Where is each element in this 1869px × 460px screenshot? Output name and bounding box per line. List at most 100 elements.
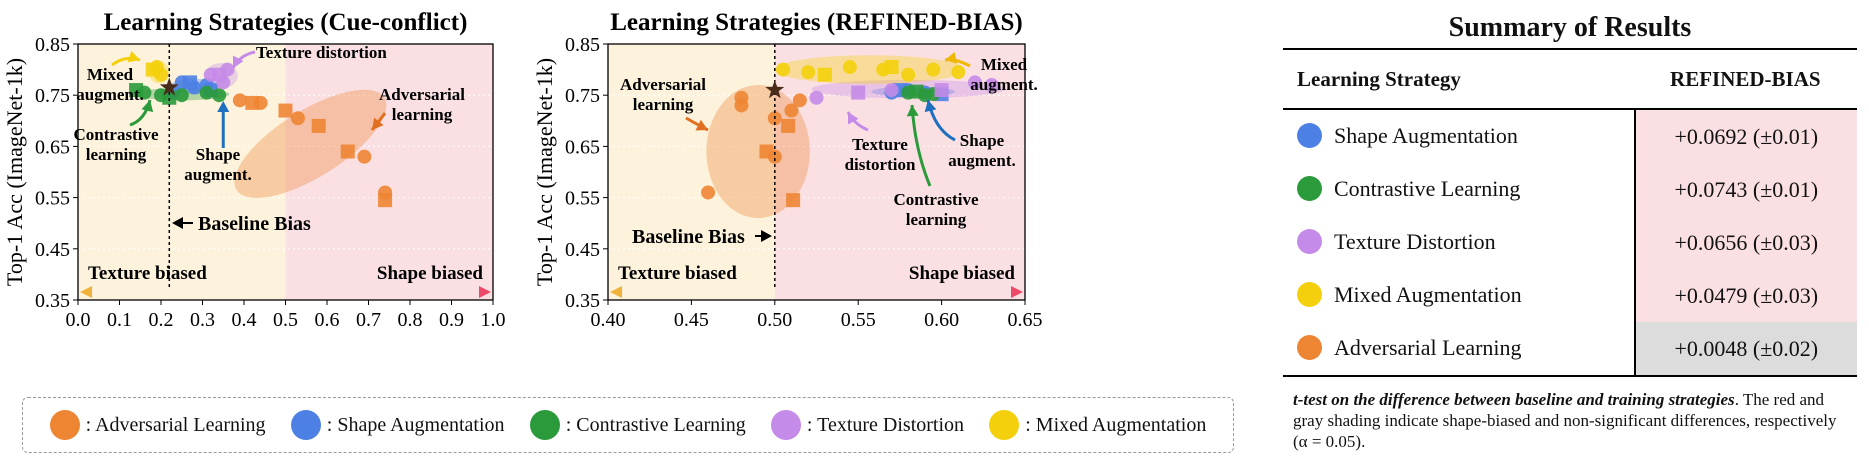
shape-swatch xyxy=(290,410,321,440)
contrastive-annotation: Contrastive learning xyxy=(74,125,159,164)
table-note: t-test on the difference between baselin… xyxy=(1283,389,1853,452)
mixed-square-point xyxy=(145,62,160,77)
adversarial-square-point xyxy=(378,193,393,208)
value-cell: +0.0743 (±0.01) xyxy=(1633,163,1857,216)
shape-annotation: Shape augment. xyxy=(184,145,252,184)
baseline-arrow-head xyxy=(761,230,772,242)
texture-annotation: Texture distortion xyxy=(845,135,916,174)
shape-annotation-line: Shape xyxy=(960,131,1005,150)
mixed-point xyxy=(842,60,857,75)
mixed-point xyxy=(951,65,966,80)
adversarial-annotation-line: Adversarial xyxy=(620,75,706,94)
texture-point xyxy=(967,75,982,90)
contrastive-square-point xyxy=(162,90,177,105)
adversarial-annotation: Adversarial learning xyxy=(379,85,465,124)
shape-arrow-head xyxy=(217,101,230,112)
shape-biased-label: Shape biased xyxy=(909,263,1016,284)
y-tick-label: 0.65 xyxy=(565,136,600,158)
shape-region xyxy=(285,44,493,300)
adversarial-square-point xyxy=(781,118,796,133)
texture-biased-label: Texture biased xyxy=(88,263,207,284)
contrastive-square-point xyxy=(909,84,924,99)
strategy-cell: Contrastive Learning xyxy=(1283,163,1635,216)
x-tick-label: 0.40 xyxy=(591,309,626,331)
x-tick-label: 0.60 xyxy=(924,309,959,331)
y-tick-label: 0.45 xyxy=(565,239,600,261)
legend-item-mixed: : Mixed Augmentation xyxy=(989,410,1206,440)
mixed-point xyxy=(926,62,941,77)
adversarial-square-point xyxy=(245,95,260,110)
contrastive-annotation-line: Contrastive xyxy=(894,190,979,209)
legend-item-texture: : Texture Distortion xyxy=(770,410,965,440)
shape-dot xyxy=(1297,123,1322,149)
table-row: Adversarial Learning +0.0048 (±0.02) xyxy=(1283,322,1857,377)
contrastive-point xyxy=(174,88,189,103)
adversarial-cluster-ellipse xyxy=(706,84,810,219)
x-tick-label: 0.5 xyxy=(273,309,298,331)
x-tick-label: 0.1 xyxy=(107,309,132,331)
adversarial-point xyxy=(784,103,799,118)
texture-biased-label: Texture biased xyxy=(618,263,737,284)
mixed-annotation-line: Mixed xyxy=(87,65,134,84)
contrastive-arrow-head xyxy=(141,100,154,113)
mixed-swatch xyxy=(989,410,1020,440)
shape-annotation-line: augment. xyxy=(184,165,252,184)
y-tick-label: 0.45 xyxy=(35,239,70,261)
x-tick-label: 0.3 xyxy=(190,309,215,331)
texture-annotation-line: Texture xyxy=(852,135,908,154)
strategy-label: Shape Augmentation xyxy=(1334,122,1518,148)
legend-item-shape: : Shape Augmentation xyxy=(290,410,505,440)
baseline-star xyxy=(765,80,785,99)
strategy-label: Mixed Augmentation xyxy=(1334,281,1522,307)
value-cell: +0.0656 (±0.03) xyxy=(1633,216,1857,269)
value-cell: +0.0692 (±0.01) xyxy=(1633,109,1857,163)
contrastive-dot xyxy=(1297,176,1322,202)
charts-area: Learning Strategies (Cue-conflict) Top-1 … xyxy=(2,9,1043,331)
strategy-cell: Mixed Augmentation xyxy=(1283,269,1635,322)
texture-annotation-line: Texture distortion xyxy=(256,43,387,62)
results-table: Learning Strategy REFINED-BIAS Shape Aug… xyxy=(1283,48,1857,377)
mixed-point xyxy=(776,62,791,77)
texture-square-point xyxy=(934,83,949,98)
texture-region xyxy=(608,44,775,300)
table-row: Mixed Augmentation +0.0479 (±0.03) xyxy=(1283,269,1857,322)
col-learning-strategy: Learning Strategy xyxy=(1283,48,1635,110)
mixed-annotation-line: augment. xyxy=(76,85,144,104)
summary-title: Summary of Results xyxy=(1448,12,1692,43)
legend-label: : Texture Distortion xyxy=(806,413,965,436)
y-tick-label: 0.35 xyxy=(565,290,600,312)
texture-arrow-head xyxy=(847,112,859,125)
bias-arrow-right-head xyxy=(479,286,491,298)
adversarial-dot xyxy=(1297,335,1322,361)
shape-annotation: Shape augment. xyxy=(948,131,1016,170)
strategy-label: Texture Distortion xyxy=(1334,228,1496,254)
legend-label: : Contrastive Learning xyxy=(565,413,746,436)
legend-label: : Shape Augmentation xyxy=(326,413,505,436)
table-header-row: Learning Strategy REFINED-BIAS xyxy=(1283,48,1857,110)
mixed-arrow-head xyxy=(127,50,140,63)
mixed-dot xyxy=(1297,282,1322,308)
adversarial-point xyxy=(232,93,247,108)
adversarial-point xyxy=(701,185,716,200)
y-axis-label: Top-1 Acc (ImageNet-1k) xyxy=(532,58,557,286)
mixed-annotation-line: augment. xyxy=(970,75,1038,94)
mixed-point xyxy=(801,65,816,80)
legend-label: : Mixed Augmentation xyxy=(1025,413,1207,436)
legend-item-contrastive: : Contrastive Learning xyxy=(529,410,746,440)
texture-point xyxy=(884,83,899,98)
baseline-star xyxy=(159,77,179,96)
adversarial-square-point xyxy=(759,144,774,159)
x-tick-label: 0.9 xyxy=(439,309,464,331)
x-tick-label: 0.2 xyxy=(149,309,174,331)
adversarial-annotation-line: Adversarial xyxy=(379,85,465,104)
x-tick-label: 0.45 xyxy=(674,309,709,331)
contrastive-annotation-line: learning xyxy=(86,145,147,164)
adversarial-cluster-ellipse xyxy=(234,89,387,198)
shape-square-point xyxy=(183,75,198,90)
plot-frame xyxy=(607,43,1026,301)
x-tick-label: 0.65 xyxy=(1008,309,1043,331)
col-refined-bias: REFINED-BIAS xyxy=(1634,48,1857,110)
x-tick-label: 0.7 xyxy=(356,309,381,331)
contrastive-annotation-line: Contrastive xyxy=(74,125,159,144)
x-tick-label: 0.4 xyxy=(232,309,257,331)
